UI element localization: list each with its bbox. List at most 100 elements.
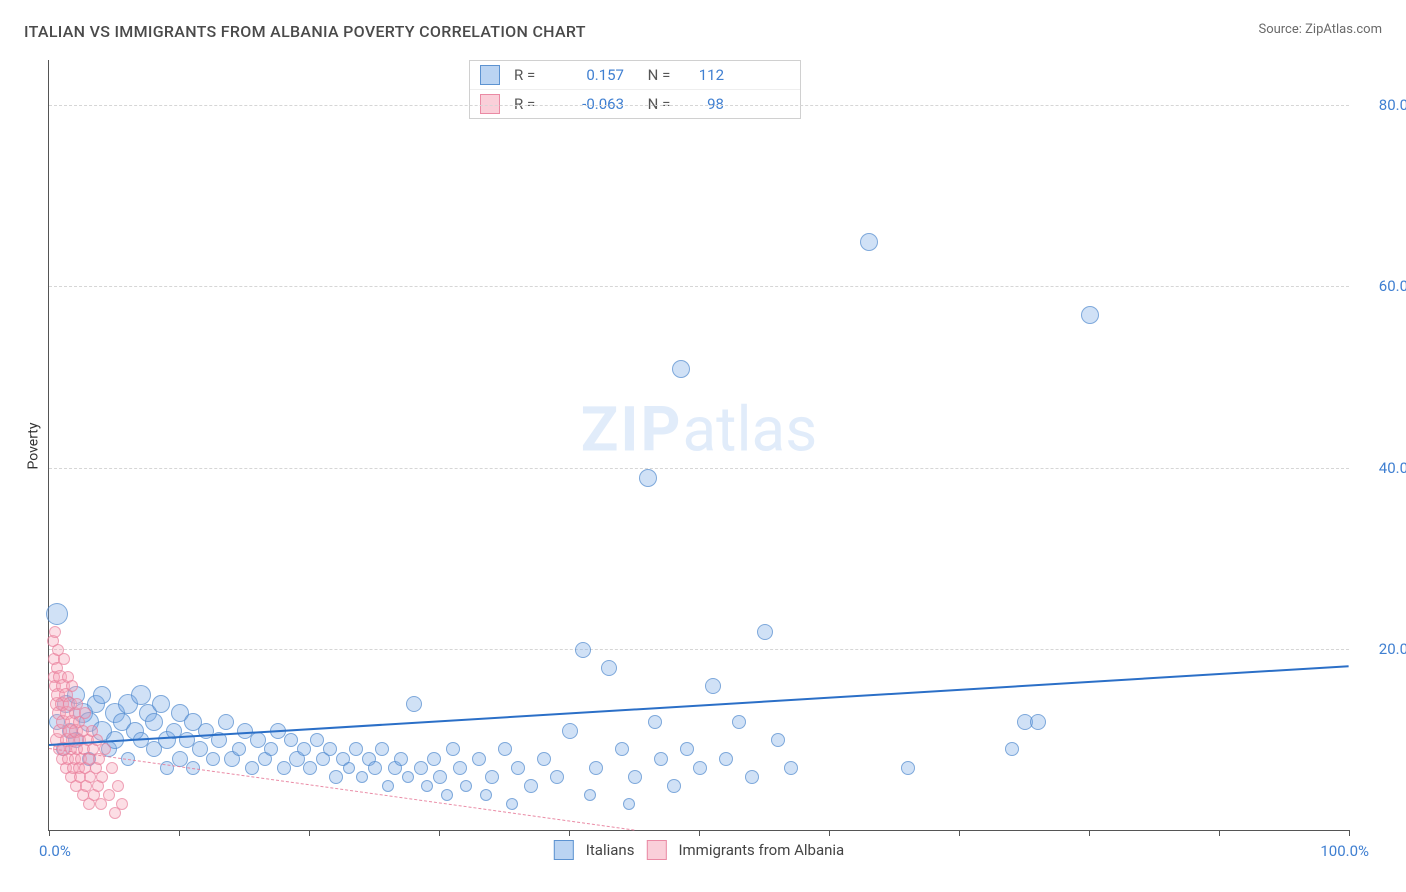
data-point	[639, 469, 657, 487]
grid-line	[49, 649, 1349, 650]
chart-container: ITALIAN VS IMMIGRANTS FROM ALBANIA POVER…	[0, 0, 1406, 892]
x-tick	[959, 830, 960, 836]
data-point	[264, 742, 278, 756]
x-tick	[179, 830, 180, 836]
data-point	[705, 678, 721, 694]
data-point	[206, 752, 220, 766]
data-point	[93, 686, 111, 704]
data-point	[623, 798, 635, 810]
r-value-albania: -0.063	[554, 95, 624, 113]
data-point	[719, 752, 733, 766]
x-tick	[699, 830, 700, 836]
data-point	[732, 715, 746, 729]
x-tick	[439, 830, 440, 836]
correlation-legend: R = 0.157 N = 112 R = -0.063 N = 98	[469, 60, 801, 119]
data-point	[453, 761, 467, 775]
data-point	[537, 752, 551, 766]
x-tick	[49, 830, 50, 836]
data-point	[757, 624, 773, 640]
x-tick	[569, 830, 570, 836]
x-tick	[829, 830, 830, 836]
data-point	[472, 752, 486, 766]
data-point	[277, 761, 291, 775]
x-tick	[1219, 830, 1220, 836]
data-point	[303, 761, 317, 775]
data-point	[460, 780, 472, 792]
grid-line	[49, 468, 1349, 469]
data-point	[329, 770, 343, 784]
data-point	[1005, 742, 1019, 756]
data-point	[1030, 714, 1046, 730]
y-tick-label: 60.0%	[1359, 277, 1406, 295]
data-point	[414, 761, 428, 775]
data-point	[693, 761, 707, 775]
data-point	[524, 779, 538, 793]
data-point	[421, 780, 433, 792]
data-point	[368, 761, 382, 775]
legend-row-albania: R = -0.063 N = 98	[470, 89, 800, 118]
data-point	[1081, 306, 1099, 324]
plot-area: ZIPatlas R = 0.157 N = 112 R = -0.063 N …	[48, 60, 1349, 831]
trend-line-italians	[49, 665, 1349, 746]
data-point	[297, 742, 311, 756]
data-point	[402, 771, 414, 783]
data-point	[584, 789, 596, 801]
data-point	[648, 715, 662, 729]
data-point	[356, 771, 368, 783]
data-point	[654, 752, 668, 766]
y-tick-label: 20.0%	[1359, 640, 1406, 658]
data-point	[116, 798, 128, 810]
r-value-italians: 0.157	[554, 66, 624, 84]
data-point	[232, 742, 246, 756]
data-point	[667, 779, 681, 793]
data-point	[58, 653, 70, 665]
data-point	[343, 762, 355, 774]
legend-swatch-italians	[554, 840, 574, 860]
data-point	[131, 685, 151, 705]
data-point	[498, 742, 512, 756]
data-point	[172, 751, 188, 767]
data-point	[218, 714, 234, 730]
data-point	[672, 360, 690, 378]
data-point	[160, 761, 174, 775]
data-point	[511, 761, 525, 775]
data-point	[49, 626, 61, 638]
data-point	[103, 789, 115, 801]
chart-title: ITALIAN VS IMMIGRANTS FROM ALBANIA POVER…	[24, 22, 586, 41]
x-axis-max-label: 100.0%	[1320, 842, 1369, 860]
data-point	[589, 761, 603, 775]
data-point	[427, 752, 441, 766]
y-tick-label: 40.0%	[1359, 459, 1406, 477]
data-point	[145, 713, 163, 731]
data-point	[562, 723, 578, 739]
data-point	[441, 789, 453, 801]
y-axis-label: Poverty	[26, 422, 42, 469]
data-point	[152, 695, 170, 713]
x-axis-min-label: 0.0%	[39, 842, 71, 860]
data-point	[480, 789, 492, 801]
legend-label-albania: Immigrants from Albania	[678, 841, 844, 859]
x-tick	[1349, 830, 1350, 836]
data-point	[406, 696, 422, 712]
legend-swatch-pink	[480, 94, 500, 114]
data-point	[433, 770, 447, 784]
data-point	[901, 761, 915, 775]
data-point	[771, 733, 785, 747]
legend-row-italians: R = 0.157 N = 112	[470, 61, 800, 89]
data-point	[615, 742, 629, 756]
legend-label-italians: Italians	[586, 841, 635, 859]
data-point	[575, 642, 591, 658]
data-point	[680, 742, 694, 756]
data-point	[349, 742, 363, 756]
n-value-italians: 112	[684, 66, 724, 84]
data-point	[112, 780, 124, 792]
data-point	[99, 743, 111, 755]
x-tick	[1089, 830, 1090, 836]
grid-line	[49, 105, 1349, 106]
legend-swatch-albania	[646, 840, 666, 860]
data-point	[745, 770, 759, 784]
y-tick-label: 80.0%	[1359, 96, 1406, 114]
data-point	[46, 603, 68, 625]
data-point	[192, 741, 208, 757]
series-legend: Italians Immigrants from Albania	[554, 840, 844, 860]
